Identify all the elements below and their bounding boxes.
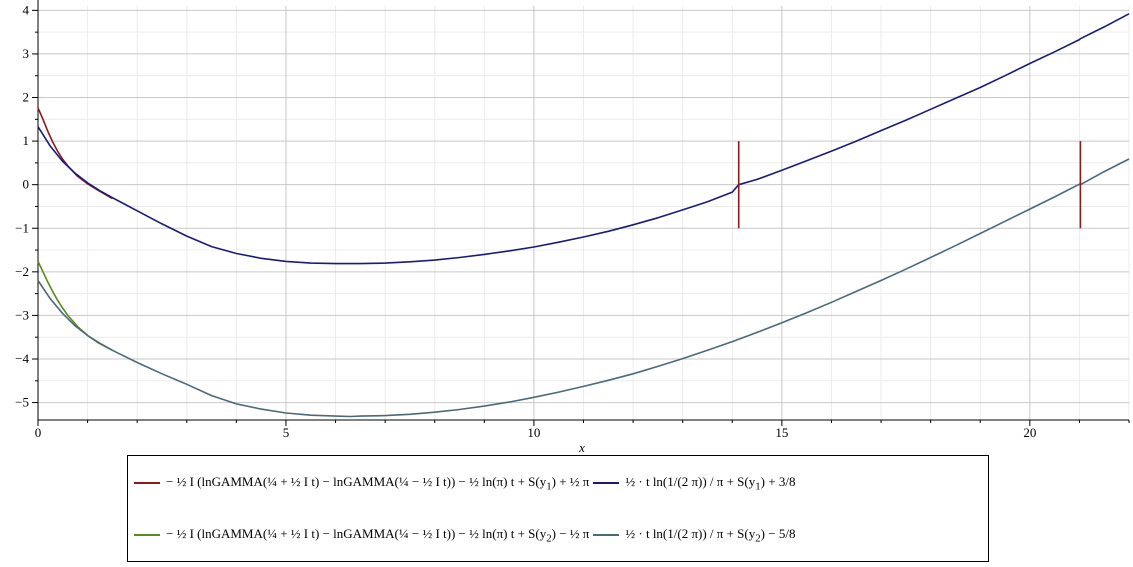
major-grid bbox=[37, 6, 1129, 420]
y-tick-label: −5 bbox=[15, 395, 29, 410]
x-tick-label: 0 bbox=[35, 425, 42, 440]
y-tick-label: −1 bbox=[15, 220, 29, 235]
x-tick-label: 10 bbox=[527, 425, 540, 440]
x-axis-label: x bbox=[578, 440, 585, 455]
legend-swatch-series-4 bbox=[593, 534, 620, 536]
legend-swatch-series-3 bbox=[134, 534, 160, 536]
series-line-4 bbox=[37, 158, 1130, 418]
y-tick-label: −3 bbox=[15, 307, 29, 322]
y-tick-label: 3 bbox=[23, 46, 30, 61]
markers bbox=[737, 141, 1082, 229]
y-tick-label: −4 bbox=[15, 351, 29, 366]
legend-label-series-2: ½ · t ln(1/(2 π)) / π + S(y1) + 3/8 bbox=[625, 473, 796, 493]
x-tick-label: 20 bbox=[1023, 425, 1036, 440]
series-line-2 bbox=[37, 13, 1130, 265]
legend-row-1: − ½ I (lnGAMMA(¼ + ½ I t) − lnGAMMA(¼ − … bbox=[134, 458, 982, 508]
legend-swatch-series-1 bbox=[134, 482, 160, 484]
series-group bbox=[37, 13, 1130, 418]
legend-swatch-series-2 bbox=[593, 482, 620, 484]
y-tick-label: 0 bbox=[23, 177, 30, 192]
x-tick-label: 15 bbox=[775, 425, 788, 440]
legend-label-series-4: ½ · t ln(1/(2 π)) / π + S(y2) − 5/8 bbox=[625, 525, 796, 545]
y-tick-label: 1 bbox=[23, 133, 30, 148]
x-tick-label: 5 bbox=[283, 425, 290, 440]
y-tick-label: 4 bbox=[23, 2, 30, 17]
y-tick-label: −2 bbox=[15, 264, 29, 279]
legend-row-2: − ½ I (lnGAMMA(¼ + ½ I t) − lnGAMMA(¼ − … bbox=[134, 510, 982, 560]
minor-grid bbox=[38, 6, 1130, 420]
legend-label-series-1: − ½ I (lnGAMMA(¼ + ½ I t) − lnGAMMA(¼ − … bbox=[166, 473, 590, 493]
y-tick-label: 2 bbox=[23, 90, 30, 105]
legend: − ½ I (lnGAMMA(¼ + ½ I t) − lnGAMMA(¼ − … bbox=[127, 455, 989, 562]
legend-label-series-3: − ½ I (lnGAMMA(¼ + ½ I t) − lnGAMMA(¼ − … bbox=[166, 525, 590, 545]
